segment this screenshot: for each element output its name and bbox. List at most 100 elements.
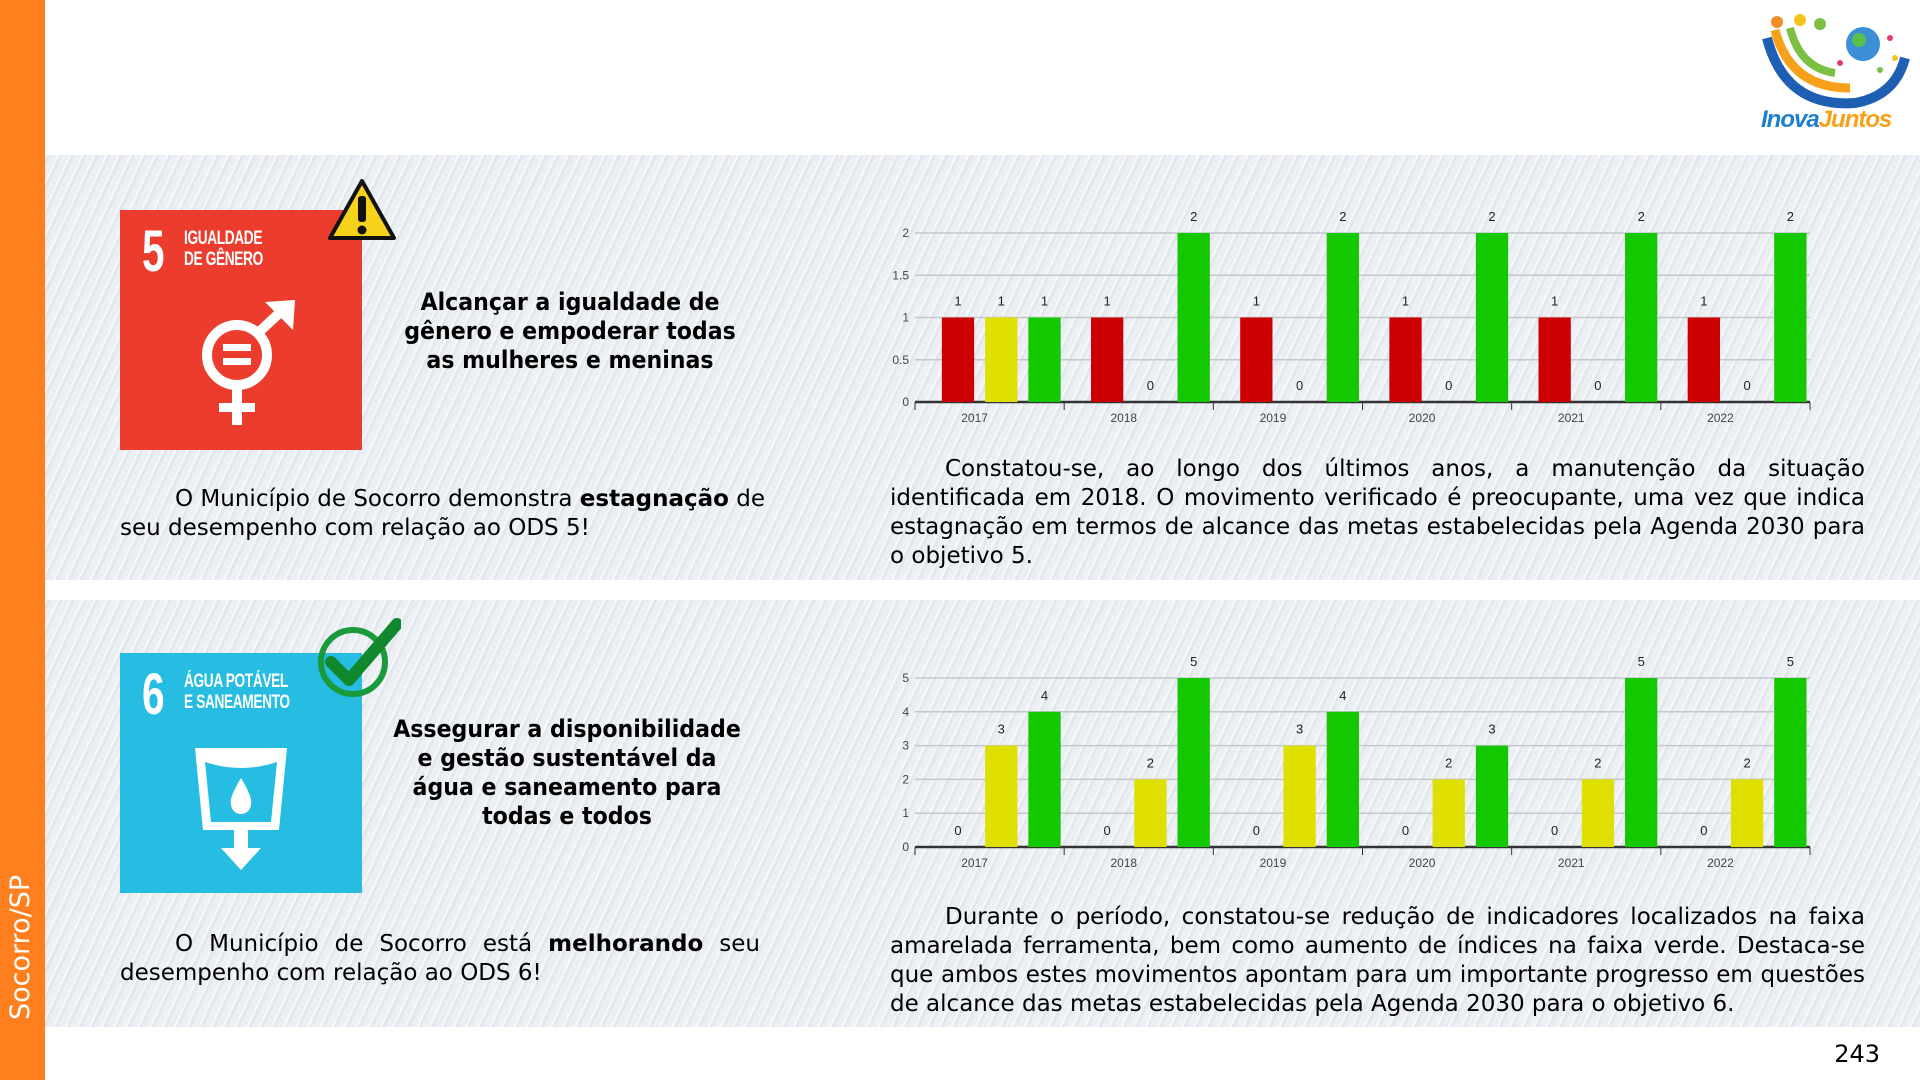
- data-label: 3: [1296, 722, 1303, 737]
- sdg6-title: ÁGUA POTÁVEL E SANEAMENTO: [184, 671, 290, 713]
- data-label: 0: [1594, 378, 1601, 393]
- bar-red-2022: [1687, 317, 1720, 402]
- sdg6-goal: Assegurar a disponibilidade e gestão sus…: [393, 715, 741, 830]
- bar-red-2017: [941, 317, 975, 402]
- checkmark-icon: [318, 618, 401, 697]
- bar-yellow-2018: [1134, 779, 1167, 847]
- page-number: 243: [1834, 1040, 1880, 1068]
- sdg5-number: 5: [142, 219, 165, 284]
- data-label: 5: [1638, 654, 1645, 669]
- x-tick-label: 2018: [1110, 856, 1137, 870]
- data-label: 1: [954, 294, 961, 309]
- bar-green-2022: [1774, 233, 1807, 402]
- sdg5-analysis: Constatou-se, ao longo dos últimos anos,…: [890, 456, 1865, 569]
- y-tick-label: 1: [902, 311, 909, 325]
- x-tick-label: 2022: [1707, 411, 1734, 425]
- warning-icon: [328, 179, 396, 240]
- sdg6-summary: O Município de Socorro está melhorando s…: [120, 931, 760, 986]
- gender-equality-icon: [202, 300, 295, 425]
- bar-green-2018: [1177, 233, 1210, 402]
- bar-green-2022: [1774, 678, 1807, 847]
- y-tick-label: 2: [902, 772, 909, 786]
- bar-green-2021: [1625, 678, 1658, 847]
- logo-text-inova: Inova: [1761, 106, 1820, 133]
- y-tick-label: 4: [902, 705, 909, 719]
- water-sanitation-icon: [195, 748, 287, 870]
- bar-yellow-2017: [985, 317, 1018, 402]
- bar-green-2019: [1326, 711, 1359, 847]
- data-label: 4: [1339, 688, 1346, 703]
- bar-red-2019: [1240, 317, 1273, 402]
- data-label: 2: [1594, 755, 1601, 770]
- x-tick-label: 2019: [1260, 411, 1287, 425]
- x-tick-label: 2020: [1409, 856, 1436, 870]
- data-label: 2: [1787, 209, 1794, 224]
- bar-yellow-2019: [1283, 745, 1316, 847]
- data-label: 2: [1445, 755, 1452, 770]
- data-label: 0: [1147, 378, 1154, 393]
- data-label: 1: [1700, 294, 1707, 309]
- y-tick-label: 0: [902, 840, 909, 854]
- data-label: 0: [1253, 823, 1260, 838]
- data-label: 0: [1296, 378, 1303, 393]
- data-label: 1: [1402, 294, 1409, 309]
- data-label: 0: [1743, 378, 1750, 393]
- x-tick-label: 2021: [1558, 411, 1585, 425]
- data-label: 1: [998, 294, 1005, 309]
- sdg5-summary: O Município de Socorro demonstra estagna…: [120, 486, 765, 541]
- data-label: 1: [1104, 294, 1111, 309]
- data-label: 2: [1147, 755, 1154, 770]
- data-label: 5: [1190, 654, 1197, 669]
- x-tick-label: 2022: [1707, 856, 1734, 870]
- data-label: 3: [998, 722, 1005, 737]
- y-tick-label: 5: [902, 671, 909, 685]
- data-label: 4: [1041, 688, 1048, 703]
- sdg6-number: 6: [142, 662, 165, 727]
- bar-green-2019: [1326, 233, 1359, 402]
- y-tick-label: 0.5: [892, 353, 909, 367]
- data-label: 3: [1488, 722, 1495, 737]
- data-label: 2: [1488, 209, 1495, 224]
- data-label: 2: [1638, 209, 1645, 224]
- y-tick-label: 1.5: [892, 268, 909, 282]
- bar-red-2020: [1389, 317, 1422, 402]
- x-tick-label: 2021: [1558, 856, 1585, 870]
- data-label: 0: [954, 823, 961, 838]
- data-label: 2: [1743, 755, 1750, 770]
- data-label: 1: [1253, 294, 1260, 309]
- bar-green-2020: [1475, 745, 1509, 847]
- logo-text-juntos: Juntos: [1818, 106, 1893, 133]
- bar-red-2021: [1538, 317, 1571, 402]
- x-tick-label: 2019: [1260, 856, 1287, 870]
- bar-green-2021: [1625, 233, 1658, 402]
- data-label: 1: [1041, 294, 1048, 309]
- bar-green-2020: [1475, 233, 1509, 402]
- sdg6-analysis: Durante o período, constatou-se redução …: [890, 904, 1865, 1017]
- sdg5-tile: 5 IGUALDADE DE GÊNERO: [120, 210, 362, 450]
- y-tick-label: 1: [902, 806, 909, 820]
- data-label: 0: [1104, 823, 1111, 838]
- x-tick-label: 2017: [961, 411, 988, 425]
- bar-yellow-2022: [1730, 779, 1764, 847]
- x-tick-label: 2018: [1110, 411, 1137, 425]
- bar-green-2017: [1028, 711, 1061, 847]
- data-label: 0: [1551, 823, 1558, 838]
- x-tick-label: 2020: [1409, 411, 1436, 425]
- bar-green-2018: [1177, 678, 1210, 847]
- y-tick-label: 3: [902, 739, 909, 753]
- bar-red-2018: [1091, 317, 1124, 402]
- data-label: 1: [1551, 294, 1558, 309]
- bar-yellow-2020: [1432, 779, 1465, 847]
- sdg6-chart: 0 1 2 3 4 5 2017 0 3 4 2018 0 2 5 2019 0 3 4 2020 0 2 3 2021 0 2…: [895, 650, 1825, 885]
- bar-yellow-2017: [985, 745, 1018, 847]
- sdg6-tile: 6 ÁGUA POTÁVEL E SANEAMENTO: [120, 653, 362, 893]
- sdg5-goal: Alcançar a igualdade de gênero e empoder…: [404, 288, 736, 374]
- data-label: 2: [1190, 209, 1197, 224]
- inovajuntos-logo: InovaJuntos: [1755, 8, 1915, 138]
- x-tick-label: 2017: [961, 856, 988, 870]
- sdg5-title: IGUALDADE DE GÊNERO: [184, 228, 263, 270]
- y-tick-label: 0: [902, 395, 909, 409]
- data-label: 0: [1700, 823, 1707, 838]
- sidebar-label: Socorro/SP: [5, 874, 36, 1020]
- sdg5-chart: 0 0.5 1 1.5 2 2017 1 1 1 2018 1 0 2 2019 1 0 2 2020 1 0 2 202…: [892, 205, 1825, 440]
